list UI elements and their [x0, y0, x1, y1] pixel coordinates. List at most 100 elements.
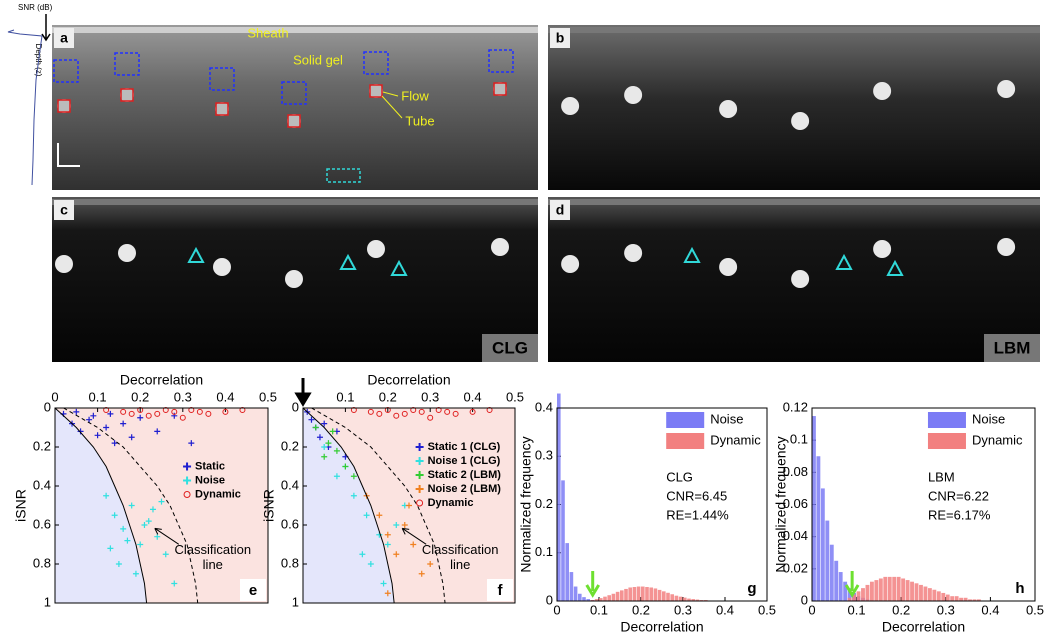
hist-bar: [936, 591, 941, 601]
legend-label: Dynamic: [710, 432, 761, 447]
y-tick-label: 0.2: [281, 438, 299, 453]
tube: [287, 114, 301, 128]
triangle: [187, 246, 205, 263]
image-annotation: Flow: [401, 88, 429, 103]
method-box: [984, 334, 1040, 362]
x-tick-label: 0.4: [716, 602, 734, 617]
x-tick-label: 0.4: [981, 602, 999, 617]
hist-bar: [901, 578, 906, 601]
hist-bar: [874, 580, 879, 601]
hist-bar: [945, 594, 950, 601]
annotation-arrow: [154, 527, 180, 545]
hist-bar: [611, 593, 616, 601]
y-tick-label: 0.4: [281, 477, 299, 492]
point: [359, 551, 366, 558]
point: [128, 434, 135, 441]
roi-dynamic: [57, 99, 71, 113]
y-tick-label: 0: [292, 399, 299, 414]
panel-letter: f: [498, 582, 504, 599]
point: [384, 541, 391, 548]
panel-letter-box: [739, 577, 765, 599]
x-tick-label: 0.1: [89, 389, 107, 404]
triangle: [339, 253, 357, 270]
note: CNR=6.22: [928, 488, 989, 503]
note: LBM: [928, 469, 955, 484]
x-tick-label: 0.1: [336, 389, 354, 404]
point: [325, 440, 332, 447]
tube: [369, 84, 383, 98]
point: [308, 416, 315, 423]
point: [145, 518, 152, 525]
hist-bar: [968, 599, 972, 601]
note: CLG: [666, 469, 693, 484]
point: [111, 512, 118, 519]
tube: [491, 238, 509, 256]
legend-swatch: [666, 412, 705, 428]
point: [384, 590, 391, 597]
region-static: [55, 408, 147, 603]
hist-bar: [927, 588, 932, 601]
y-axis-label: iSNR: [261, 489, 277, 522]
hist-bar: [695, 599, 700, 601]
y-tick-label: 0.6: [281, 516, 299, 531]
roi-dynamic: [493, 82, 507, 96]
hist-bar: [607, 595, 611, 601]
hist-bar: [834, 560, 839, 601]
point: [73, 408, 80, 415]
threshold-arrow: [585, 571, 600, 598]
hist-bar: [914, 583, 919, 601]
x-tick-label: 0: [553, 602, 560, 617]
panel-letter-box: [487, 579, 513, 601]
hist-bar: [674, 595, 679, 601]
point: [384, 531, 391, 538]
annotation: line: [203, 557, 223, 572]
hist-bar: [670, 594, 674, 601]
snr-label: SNR (dB): [18, 3, 53, 12]
hist-bar: [594, 599, 599, 601]
hist-bar: [977, 599, 981, 601]
x-axis-label: Decorrelation: [367, 372, 450, 388]
y-tick-label: 0.12: [783, 399, 808, 414]
point: [239, 406, 246, 413]
point: [90, 412, 97, 419]
tube: [215, 102, 229, 116]
image-annotation: Solid gel: [293, 52, 343, 67]
x-tick-label: 0.1: [590, 602, 608, 617]
roi-dynamic: [215, 102, 229, 116]
point: [103, 406, 110, 413]
point: [154, 410, 161, 417]
hist-bar: [586, 599, 590, 601]
tube: [624, 86, 643, 104]
point: [401, 410, 408, 417]
legend-label: Dynamic: [195, 488, 241, 500]
point: [128, 502, 135, 509]
legend-marker: [415, 485, 424, 493]
legend-marker: [183, 491, 191, 498]
oct-image: [548, 25, 1040, 190]
legend-label: Noise 2 (LBM): [428, 483, 502, 495]
method-box: [482, 334, 538, 362]
hist-bar: [838, 572, 843, 601]
y-tick-label: 0.3: [535, 448, 553, 463]
point: [179, 414, 186, 421]
point: [141, 522, 148, 528]
hist-bar: [641, 586, 645, 601]
point: [128, 410, 135, 417]
roi-static: [53, 59, 79, 83]
point: [376, 512, 383, 519]
panel-letter-box: [550, 28, 570, 48]
point: [342, 463, 349, 470]
hist-bar: [624, 588, 628, 601]
point: [77, 428, 84, 435]
hist-bar: [820, 488, 825, 601]
point: [469, 408, 476, 415]
hist-bar: [569, 572, 574, 601]
point: [120, 525, 127, 532]
point: [452, 410, 459, 417]
hist-bar: [972, 599, 977, 601]
tube: [791, 270, 810, 288]
point: [196, 408, 203, 415]
hist-bar: [687, 598, 691, 601]
point: [312, 424, 319, 431]
